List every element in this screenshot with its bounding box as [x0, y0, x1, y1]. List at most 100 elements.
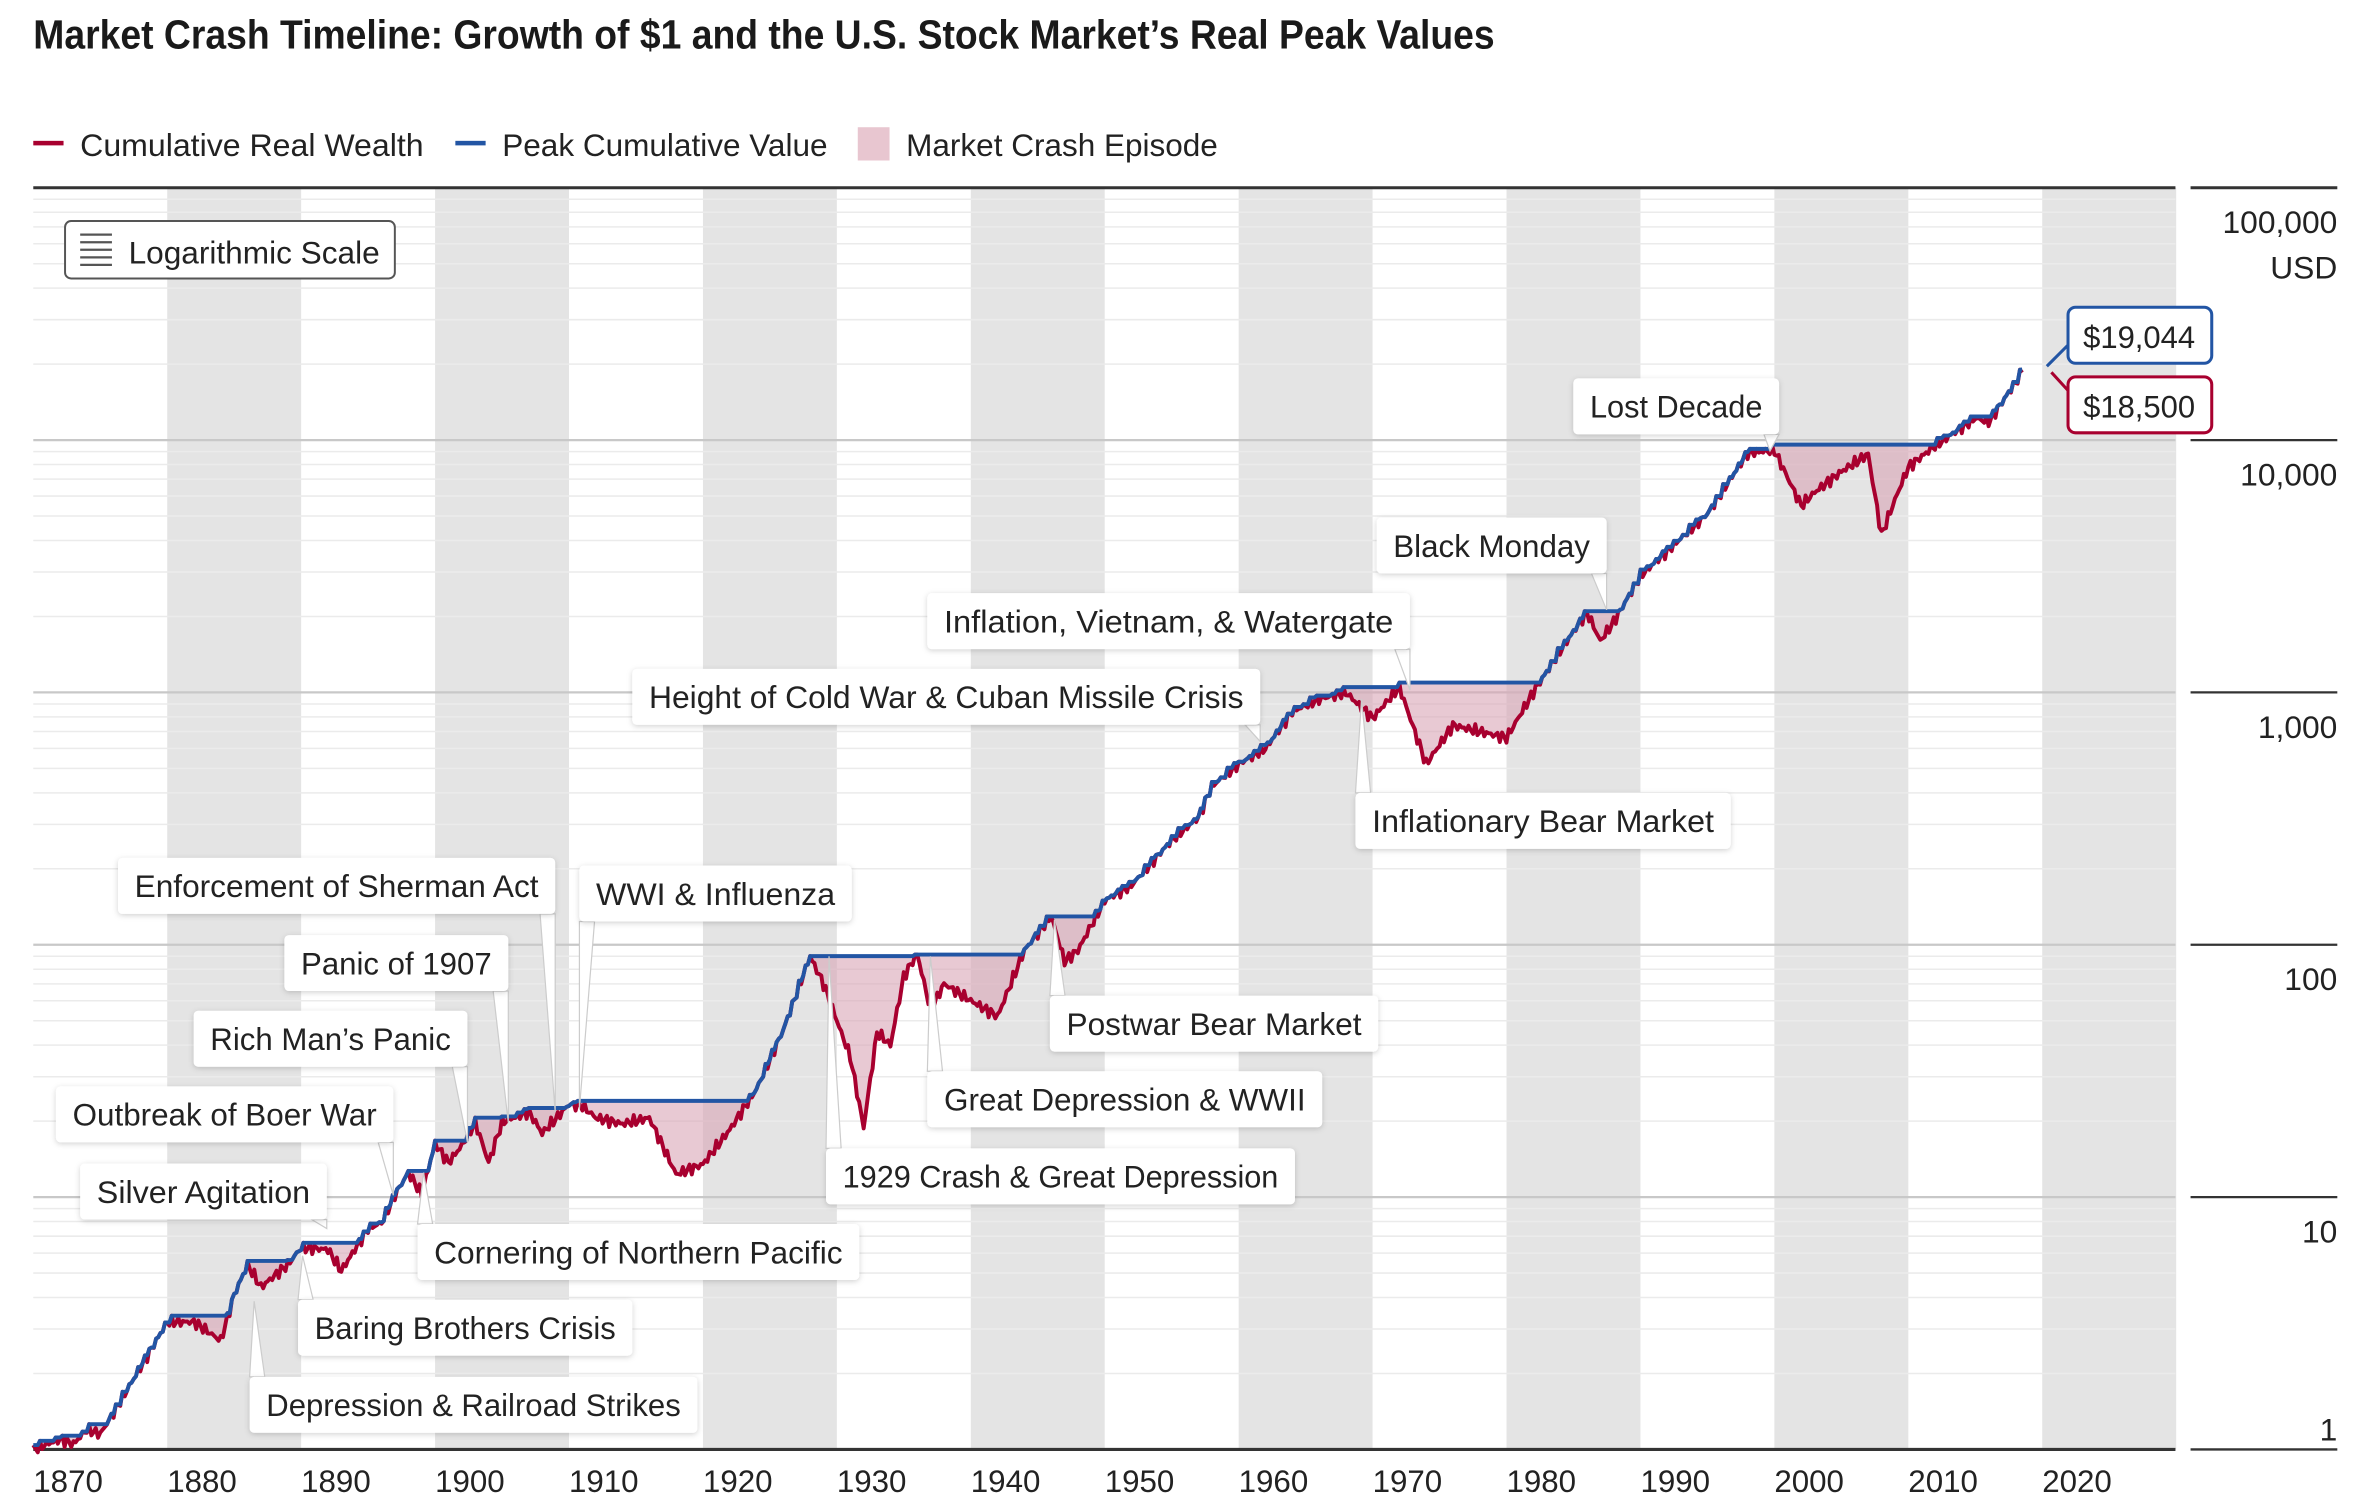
- callout-label: Black Monday: [1393, 528, 1590, 564]
- episode-callout: WWI & Influenza: [578, 865, 852, 1110]
- callout-box: [417, 1224, 860, 1280]
- x-tick-label: 2010: [1908, 1463, 1978, 1498]
- episode-callout: Inflation, Vietnam, & Watergate: [927, 593, 1411, 691]
- callout-label: Rich Man’s Panic: [210, 1021, 451, 1057]
- y-axis-unit: USD: [2270, 250, 2337, 286]
- callout-label: Silver Agitation: [97, 1174, 310, 1210]
- y-tick-label: 100: [2284, 961, 2337, 997]
- svg-text:$18,500: $18,500: [2083, 389, 2195, 425]
- x-tick-label: 1880: [167, 1463, 237, 1498]
- x-tick-label: 1930: [837, 1463, 907, 1498]
- legend-swatch-peak: [455, 140, 486, 146]
- callout-box: [1355, 792, 1731, 849]
- callout-label: Inflation, Vietnam, & Watergate: [944, 604, 1393, 640]
- legend-swatch-episode: [857, 127, 890, 161]
- callout-label: Outbreak of Boer War: [73, 1097, 377, 1133]
- callout-pointer: [377, 1141, 394, 1196]
- callout-box: [80, 1163, 327, 1220]
- episode-callout: Baring Brothers Crisis: [297, 1255, 633, 1356]
- x-tick-label: 1900: [435, 1463, 505, 1498]
- episode-callout: Rich Man’s Panic: [193, 1010, 469, 1143]
- callout-box: [826, 1148, 1295, 1205]
- legend-label-wealth: Cumulative Real Wealth: [80, 127, 423, 163]
- x-tick-label: 1980: [1507, 1463, 1577, 1498]
- callout-pointer: [926, 956, 944, 1072]
- x-tick-label: 1920: [703, 1463, 773, 1498]
- callout-box: [193, 1010, 468, 1067]
- list-icon: [80, 233, 112, 267]
- callout-box: [1049, 995, 1379, 1052]
- callout-pointer: [309, 1218, 328, 1230]
- callout-box: [927, 1071, 1323, 1128]
- peak-cumulative-value-line: [33, 367, 2023, 1448]
- x-tick-label: 2020: [2042, 1463, 2112, 1498]
- x-tick-label: 1990: [1640, 1463, 1710, 1498]
- callout-label: 1929 Crash & Great Depression: [843, 1159, 1279, 1195]
- chart-title: Market Crash Timeline: Growth of $1 and …: [33, 12, 1494, 58]
- x-axis: 1870 1880 1890 1900 1910 1920 1930 1940 1950 1960…: [33, 1463, 2112, 1498]
- crash-episode-area: [33, 369, 2023, 1453]
- callout-label: Depression & Railroad Strikes: [266, 1387, 681, 1423]
- x-tick-label: 1970: [1373, 1463, 1443, 1498]
- scale-toggle-label: Logarithmic Scale: [129, 234, 380, 270]
- episode-callout: Cornering of Northern Pacific: [416, 1172, 860, 1280]
- callout-box: [118, 857, 556, 914]
- y-tick-label: 10,000: [2240, 456, 2337, 492]
- callout-pointer: [578, 920, 596, 1110]
- callout-box: [298, 1299, 633, 1356]
- decade-band: [970, 187, 1105, 1450]
- y-tick-label: 10: [2302, 1213, 2337, 1249]
- episode-callout: Enforcement of Sherman Act: [118, 857, 556, 1113]
- scale-toggle-button[interactable]: Logarithmic Scale: [64, 220, 396, 280]
- episode-callout: Great Depression & WWII: [926, 956, 1323, 1128]
- x-tick-label: 1910: [569, 1463, 639, 1498]
- callout-box: [579, 865, 852, 922]
- callout-box: [284, 935, 509, 992]
- y-tick-label: 1,000: [2258, 709, 2337, 745]
- callout-label: Height of Cold War & Cuban Missile Crisi…: [649, 679, 1244, 715]
- episode-callout: Panic of 1907: [284, 935, 509, 1123]
- callout-box: [632, 668, 1261, 725]
- end-label-peak: $19,044: [2045, 305, 2214, 368]
- y-tick-label: 1: [2320, 1411, 2338, 1447]
- end-label-wealth: $18,500: [2050, 371, 2214, 435]
- x-tick-label: 2000: [1774, 1463, 1844, 1498]
- episode-callout: Height of Cold War & Cuban Missile Crisi…: [632, 668, 1261, 744]
- episode-callout: Postwar Bear Market: [1049, 919, 1379, 1052]
- episode-callout: Lost Decade: [1573, 378, 1781, 453]
- callout-label: Enforcement of Sherman Act: [135, 868, 539, 904]
- episode-callouts: Depression & Railroad Strikes Baring Brot…: [55, 378, 1781, 1433]
- x-tick-label: 1960: [1239, 1463, 1309, 1498]
- callout-box: [1376, 517, 1607, 574]
- callout-label: WWI & Influenza: [596, 876, 835, 912]
- callout-label: Inflationary Bear Market: [1372, 803, 1714, 839]
- callout-box: [249, 1376, 698, 1433]
- x-tick-label: 1870: [33, 1463, 103, 1498]
- legend-label-episode: Market Crash Episode: [906, 127, 1218, 163]
- callout-box: [1573, 378, 1780, 435]
- callout-label: Panic of 1907: [301, 945, 492, 981]
- legend-label-peak: Peak Cumulative Value: [502, 127, 827, 163]
- y-tick-label: 100,000: [2223, 204, 2338, 240]
- x-tick-label: 1940: [971, 1463, 1041, 1498]
- episode-callout: Inflationary Bear Market: [1354, 699, 1731, 849]
- x-tick-label: 1890: [301, 1463, 371, 1498]
- decade-band: [1774, 187, 1909, 1450]
- episode-callout: 1929 Crash & Great Depression: [825, 956, 1295, 1205]
- decade-band: [167, 187, 302, 1450]
- callout-label: Great Depression & WWII: [944, 1082, 1306, 1118]
- svg-text:$19,044: $19,044: [2083, 319, 2195, 355]
- episode-callout: Black Monday: [1376, 517, 1608, 611]
- episode-callout: Silver Agitation: [80, 1163, 328, 1230]
- legend: Cumulative Real Wealth Peak Cumulative V…: [33, 127, 1218, 163]
- callout-label: Postwar Bear Market: [1067, 1006, 1362, 1042]
- episode-callout: Depression & Railroad Strikes: [248, 1301, 698, 1433]
- callout-label: Baring Brothers Crisis: [315, 1310, 616, 1346]
- callout-label: Lost Decade: [1590, 389, 1762, 425]
- decade-band: [1238, 187, 1373, 1450]
- episode-callout: Outbreak of Boer War: [55, 1086, 394, 1196]
- x-tick-label: 1950: [1105, 1463, 1175, 1498]
- legend-swatch-wealth: [33, 140, 64, 146]
- callout-box: [927, 593, 1410, 650]
